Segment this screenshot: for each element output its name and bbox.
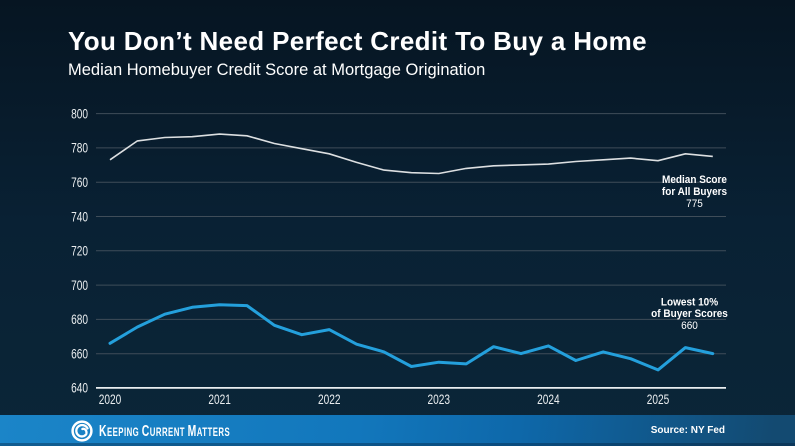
svg-text:760: 760 bbox=[71, 175, 88, 191]
svg-text:2025: 2025 bbox=[647, 391, 670, 407]
svg-text:775: 775 bbox=[686, 198, 703, 211]
svg-text:660: 660 bbox=[681, 320, 698, 333]
svg-text:Lowest 10%: Lowest 10% bbox=[661, 296, 719, 309]
svg-text:Median Score: Median Score bbox=[662, 174, 727, 187]
svg-text:800: 800 bbox=[71, 106, 88, 122]
svg-text:700: 700 bbox=[71, 277, 88, 293]
svg-text:2022: 2022 bbox=[318, 391, 341, 407]
svg-text:2020: 2020 bbox=[99, 391, 122, 407]
svg-text:680: 680 bbox=[71, 312, 88, 328]
svg-text:660: 660 bbox=[71, 346, 88, 362]
svg-text:780: 780 bbox=[71, 140, 88, 156]
svg-text:740: 740 bbox=[71, 209, 88, 225]
svg-text:720: 720 bbox=[71, 243, 88, 259]
svg-text:for All Buyers: for All Buyers bbox=[662, 186, 727, 199]
svg-text:2024: 2024 bbox=[537, 391, 560, 407]
svg-text:2021: 2021 bbox=[208, 391, 231, 407]
svg-text:2023: 2023 bbox=[428, 391, 451, 407]
svg-text:of Buyer Scores: of Buyer Scores bbox=[651, 308, 728, 321]
svg-text:640: 640 bbox=[71, 380, 88, 396]
